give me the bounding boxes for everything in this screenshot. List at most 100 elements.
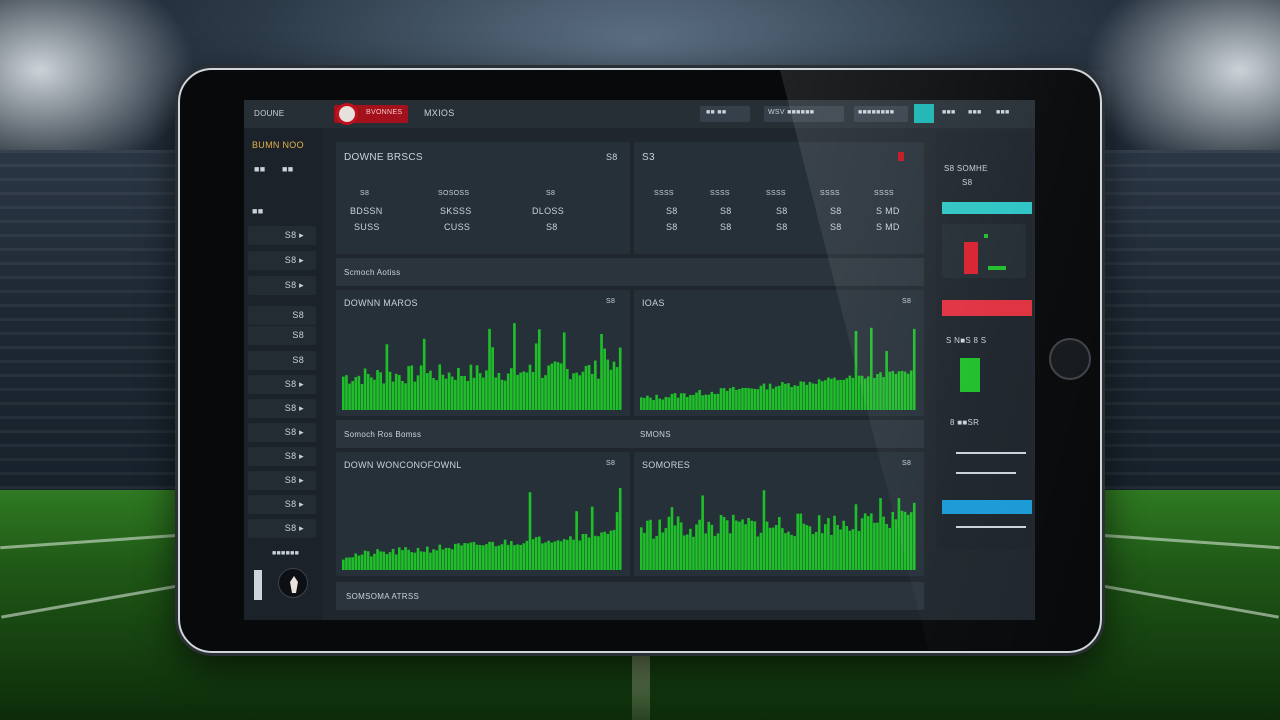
chart-bar: [438, 364, 442, 410]
alert-marker: [898, 152, 904, 161]
chart-bar: [679, 393, 683, 410]
sidebar-item[interactable]: S8 ▸: [248, 399, 316, 418]
chart-bar: [882, 377, 885, 410]
chart-bar: [581, 534, 585, 570]
chart-badge: S8: [902, 460, 912, 467]
chart-bar: [376, 370, 379, 410]
chart-bar: [885, 523, 888, 570]
chart-bar: [771, 527, 775, 570]
teal-toggle[interactable]: [914, 104, 934, 123]
top-button-2[interactable]: WSV ■■■■■■: [764, 106, 844, 122]
stat-value: S MD: [876, 206, 900, 216]
top-item-6[interactable]: ■■■: [996, 109, 1010, 116]
chart-bar: [388, 371, 392, 410]
chart-bar: [679, 522, 683, 570]
chart-bar: [475, 365, 479, 410]
chart-bar: [541, 377, 544, 410]
chart-bar: [404, 547, 407, 570]
right-panel-label: S N■S 8 S: [946, 336, 987, 345]
sidebar-item[interactable]: S8 ▸: [248, 471, 316, 490]
chart-bar: [460, 375, 463, 410]
sidebar-item[interactable]: S8 ▸: [248, 423, 316, 442]
scroll-handle[interactable]: [254, 570, 262, 600]
top-button-1[interactable]: ■■ ■■: [700, 106, 750, 122]
red-status-bar[interactable]: [942, 300, 1032, 316]
stat-value: SKSSS: [440, 206, 472, 216]
stat-head: SSSS: [654, 190, 674, 197]
chart-bar: [444, 378, 448, 410]
blue-status-bar[interactable]: [942, 500, 1032, 514]
chart-bar: [357, 375, 361, 410]
sidebar-item[interactable]: S8 ▸: [248, 375, 316, 394]
chart-title: DOWN WONCONOFOWNL: [344, 460, 462, 470]
top-item-5[interactable]: ■■■: [968, 109, 982, 116]
chart-bar: [556, 540, 560, 570]
sidebar-item[interactable]: S8: [248, 306, 316, 325]
chart-bar: [506, 544, 510, 570]
stat-head: SSSS: [710, 190, 730, 197]
chart-bar: [870, 513, 873, 570]
top-item-4[interactable]: ■■■: [942, 109, 956, 116]
chart-bar: [351, 557, 354, 570]
chart-bar: [725, 520, 729, 570]
chart-bar: [373, 379, 376, 410]
sidebar-item[interactable]: S8 ▸: [248, 251, 316, 270]
chart-bar: [640, 397, 643, 410]
chart-bar: [538, 536, 541, 570]
chart-bar: [379, 372, 382, 410]
chart-bar: [391, 381, 395, 410]
chart-bar: [382, 383, 386, 410]
chart-bar: [762, 490, 766, 570]
chart-badge: S8: [902, 298, 912, 305]
chart-bar: [488, 328, 491, 410]
chart-bar: [466, 543, 470, 570]
sidebar-item[interactable]: S8: [248, 351, 316, 370]
chart-bar: [698, 389, 701, 410]
chart-bar: [732, 386, 735, 410]
chart-bar: [649, 519, 652, 570]
chart-panel-4: SOMORES S8: [634, 452, 924, 576]
chart-bar: [793, 536, 796, 570]
stat-value: S8: [776, 206, 788, 216]
chart-bar: [522, 371, 526, 410]
chart-bar: [444, 547, 448, 570]
chart-bar: [692, 536, 695, 570]
chart-bar: [572, 373, 575, 410]
chart-bar: [522, 543, 526, 570]
chart-bar: [661, 399, 665, 410]
teal-status-bar[interactable]: [942, 202, 1032, 214]
chart-bar: [842, 379, 846, 410]
chart-bar: [345, 375, 348, 410]
sidebar-item[interactable]: S8 ▸: [248, 276, 316, 295]
stat-head: SOSOSS: [438, 190, 470, 197]
top-button-3[interactable]: ■■■■■■■■: [854, 106, 908, 122]
chart-bar: [394, 373, 398, 410]
chart-bar: [426, 546, 429, 570]
chart-bar: [747, 388, 750, 410]
chart-bar: [765, 521, 769, 570]
chart-bar: [407, 549, 410, 570]
chart-bar: [787, 383, 790, 410]
sidebar-footer: ■■■■■■: [272, 550, 300, 557]
section-label: Scmoch Aotiss: [344, 268, 401, 277]
sidebar-sub-b: ■■: [282, 164, 294, 174]
chart-bar: [363, 368, 367, 410]
chart-bar: [900, 370, 904, 410]
chart-bar: [750, 388, 754, 410]
nav-item[interactable]: MXIOS: [424, 108, 455, 118]
chart-bar: [429, 552, 432, 570]
player-avatar[interactable]: [278, 568, 308, 598]
sidebar-item[interactable]: S8 ▸: [248, 519, 316, 538]
sidebar-item[interactable]: S8 ▸: [248, 226, 316, 245]
chart-bar: [827, 377, 830, 410]
chart-bar: [799, 381, 803, 410]
chart-bar: [597, 378, 600, 410]
sidebar-item[interactable]: S8 ▸: [248, 447, 316, 466]
chart-bar: [553, 361, 557, 410]
sidebar-item[interactable]: S8 ▸: [248, 495, 316, 514]
tablet-home-button[interactable]: [1049, 338, 1091, 380]
sidebar-item[interactable]: S8: [248, 326, 316, 345]
bar-chart-4: [640, 490, 916, 570]
chart-bar: [547, 540, 550, 570]
chart-bar: [701, 495, 704, 570]
